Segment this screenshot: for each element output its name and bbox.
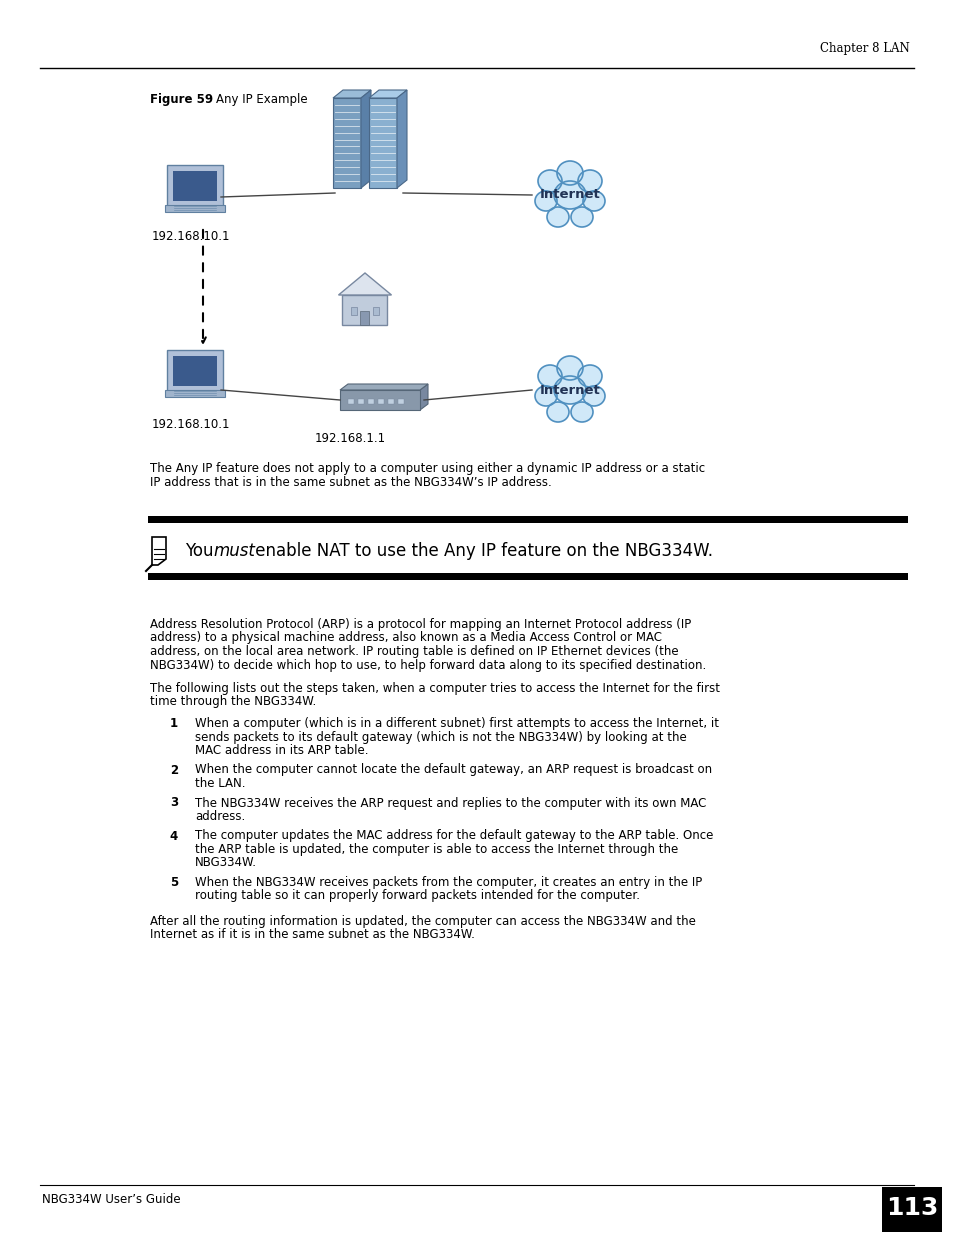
Bar <box>165 205 225 212</box>
Bar <box>339 390 419 410</box>
Ellipse shape <box>557 161 582 185</box>
Bar <box>882 1187 941 1233</box>
Polygon shape <box>396 90 407 188</box>
Text: When a computer (which is in a different subnet) first attempts to access the In: When a computer (which is in a different… <box>194 718 719 730</box>
Text: the ARP table is updated, the computer is able to access the Internet through th: the ARP table is updated, the computer i… <box>194 844 678 856</box>
Polygon shape <box>167 350 223 391</box>
Text: address) to a physical machine address, also known as a Media Access Control or : address) to a physical machine address, … <box>150 631 661 645</box>
Ellipse shape <box>554 182 585 209</box>
Text: The computer updates the MAC address for the default gateway to the ARP table. O: The computer updates the MAC address for… <box>194 830 713 842</box>
Text: address, on the local area network. IP routing table is defined on IP Ethernet d: address, on the local area network. IP r… <box>150 645 678 658</box>
Text: The NBG334W receives the ARP request and replies to the computer with its own MA: The NBG334W receives the ARP request and… <box>194 797 705 809</box>
Ellipse shape <box>557 356 582 380</box>
Polygon shape <box>339 384 428 390</box>
Ellipse shape <box>582 191 604 211</box>
Text: the LAN.: the LAN. <box>194 777 245 790</box>
Bar <box>342 295 387 325</box>
Bar <box>165 390 225 396</box>
Text: enable NAT to use the Any IP feature on the NBG334W.: enable NAT to use the Any IP feature on … <box>250 542 712 559</box>
Ellipse shape <box>546 207 568 227</box>
Bar <box>368 399 374 404</box>
Ellipse shape <box>571 403 593 422</box>
Bar <box>351 308 356 315</box>
Text: NBG334W.: NBG334W. <box>194 857 256 869</box>
Bar <box>373 308 378 315</box>
Bar <box>172 356 216 387</box>
Bar <box>369 98 396 188</box>
Text: 192.168.10.1: 192.168.10.1 <box>152 230 231 243</box>
Bar <box>377 399 384 404</box>
Text: Internet as if it is in the same subnet as the NBG334W.: Internet as if it is in the same subnet … <box>150 929 475 941</box>
Text: When the computer cannot locate the default gateway, an ARP request is broadcast: When the computer cannot locate the defa… <box>194 763 711 777</box>
Ellipse shape <box>546 403 568 422</box>
Polygon shape <box>333 90 371 98</box>
Text: 192.168.10.1: 192.168.10.1 <box>152 417 231 431</box>
Text: 192.168.1.1: 192.168.1.1 <box>314 432 386 445</box>
Polygon shape <box>338 273 391 295</box>
Ellipse shape <box>571 207 593 227</box>
Ellipse shape <box>535 191 557 211</box>
Text: 5: 5 <box>170 876 178 889</box>
Ellipse shape <box>578 366 601 387</box>
Text: Chapter 8 LAN: Chapter 8 LAN <box>820 42 909 56</box>
Text: 2: 2 <box>170 763 178 777</box>
Ellipse shape <box>535 387 557 406</box>
Text: When the NBG334W receives packets from the computer, it creates an entry in the : When the NBG334W receives packets from t… <box>194 876 701 889</box>
Text: routing table so it can properly forward packets intended for the computer.: routing table so it can properly forward… <box>194 889 639 903</box>
Text: 3: 3 <box>170 797 178 809</box>
Text: NBG334W) to decide which hop to use, to help forward data along to its specified: NBG334W) to decide which hop to use, to … <box>150 658 705 672</box>
Ellipse shape <box>582 387 604 406</box>
Text: address.: address. <box>194 810 245 823</box>
Polygon shape <box>369 90 407 98</box>
Polygon shape <box>419 384 428 410</box>
Text: Internet: Internet <box>539 189 599 201</box>
Text: You: You <box>185 542 218 559</box>
Bar <box>357 399 364 404</box>
Text: Figure 59: Figure 59 <box>150 93 213 106</box>
Text: 4: 4 <box>170 830 178 842</box>
Ellipse shape <box>554 375 585 404</box>
Ellipse shape <box>578 170 601 191</box>
Bar <box>148 516 907 522</box>
Bar <box>148 573 907 580</box>
Text: MAC address in its ARP table.: MAC address in its ARP table. <box>194 743 368 757</box>
Text: Address Resolution Protocol (ARP) is a protocol for mapping an Internet Protocol: Address Resolution Protocol (ARP) is a p… <box>150 618 691 631</box>
Text: Internet: Internet <box>539 384 599 396</box>
Bar <box>397 399 403 404</box>
Bar <box>348 399 354 404</box>
Text: sends packets to its default gateway (which is not the NBG334W) by looking at th: sends packets to its default gateway (wh… <box>194 730 686 743</box>
Text: time through the NBG334W.: time through the NBG334W. <box>150 695 315 709</box>
Text: must: must <box>213 542 254 559</box>
Text: IP address that is in the same subnet as the NBG334W’s IP address.: IP address that is in the same subnet as… <box>150 475 551 489</box>
Polygon shape <box>167 165 223 207</box>
Text: The Any IP feature does not apply to a computer using either a dynamic IP addres: The Any IP feature does not apply to a c… <box>150 462 704 475</box>
Text: Any IP Example: Any IP Example <box>215 93 307 106</box>
Bar <box>172 170 216 201</box>
Bar <box>360 311 369 325</box>
Text: 1: 1 <box>170 718 178 730</box>
Bar <box>388 399 394 404</box>
Text: NBG334W User’s Guide: NBG334W User’s Guide <box>42 1193 180 1207</box>
Polygon shape <box>360 90 371 188</box>
Text: 113: 113 <box>885 1195 937 1220</box>
Ellipse shape <box>537 170 561 191</box>
Text: After all the routing information is updated, the computer can access the NBG334: After all the routing information is upd… <box>150 915 695 927</box>
Bar <box>333 98 360 188</box>
Text: The following lists out the steps taken, when a computer tries to access the Int: The following lists out the steps taken,… <box>150 682 720 695</box>
Ellipse shape <box>537 366 561 387</box>
